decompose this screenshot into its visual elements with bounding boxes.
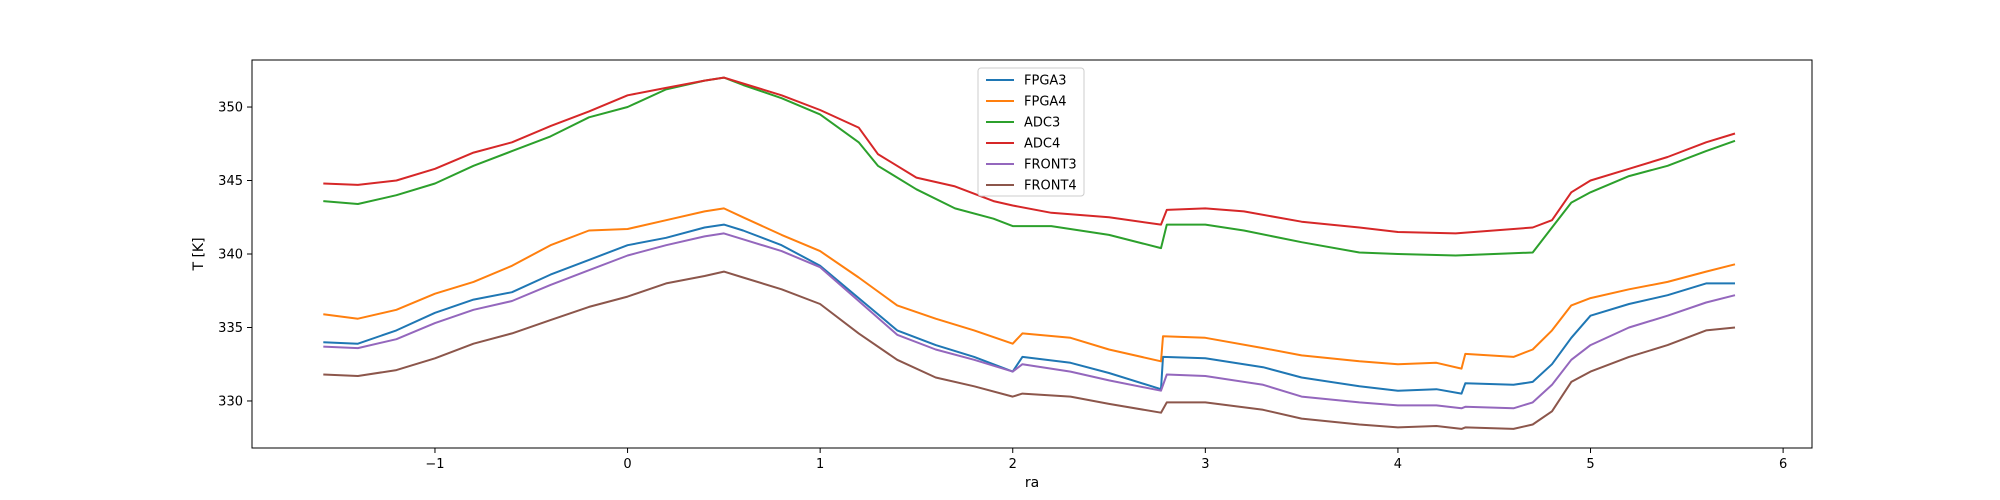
x-tick-label: 1 [816, 457, 824, 472]
legend-label-adc4: ADC4 [1024, 137, 1060, 152]
y-tick-label: 350 [218, 101, 243, 116]
y-tick-label: 330 [218, 394, 243, 409]
legend-label-front3: FRONT3 [1024, 158, 1077, 173]
series-lines [323, 76, 1736, 430]
series-line-front3 [323, 232, 1736, 410]
legend: FPGA3 FPGA4 ADC3 ADC4 FRONT3 FRONT4 [977, 67, 1085, 197]
x-tick-label: 0 [623, 457, 631, 472]
x-tick-label: −1 [425, 457, 444, 472]
series-line-adc3 [323, 76, 1736, 257]
x-tick-label: 5 [1586, 457, 1594, 472]
legend-label-fpga4: FPGA4 [1024, 95, 1067, 110]
legend-label-fpga3: FPGA3 [1024, 74, 1067, 89]
x-tick-label: 3 [1201, 457, 1209, 472]
legend-label-front4: FRONT4 [1024, 179, 1077, 194]
y-tick-label: 335 [218, 321, 243, 336]
y-axis: 330 335 340 345 350 [218, 101, 252, 409]
series-line-fpga3 [323, 223, 1735, 395]
x-axis-title: ra [1025, 475, 1039, 491]
y-tick-label: 345 [218, 174, 243, 189]
x-tick-label: 4 [1394, 457, 1402, 472]
y-axis-title: T [K] [191, 237, 207, 271]
x-axis: −1 0 1 2 3 4 5 6 [425, 448, 1787, 472]
legend-label-adc3: ADC3 [1024, 116, 1060, 131]
series-line-front4 [323, 270, 1736, 430]
x-tick-label: 6 [1779, 457, 1787, 472]
y-tick-label: 340 [218, 248, 243, 263]
x-tick-label: 2 [1009, 457, 1017, 472]
series-line-adc4 [323, 76, 1736, 235]
series-line-fpga4 [323, 207, 1736, 370]
